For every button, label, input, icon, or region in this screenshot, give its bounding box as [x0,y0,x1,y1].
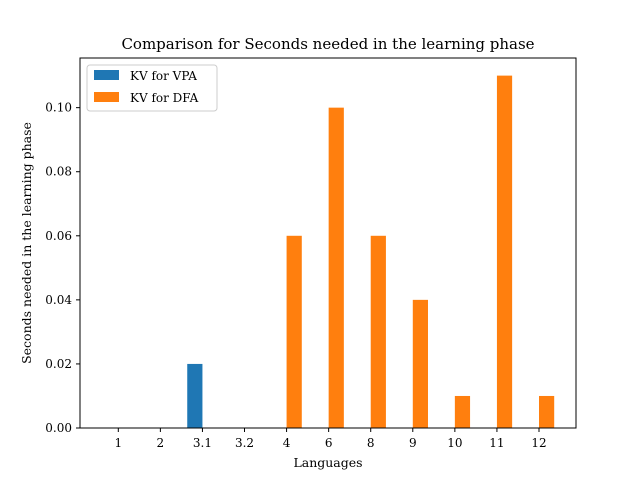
x-tick-label: 11 [489,436,504,450]
x-tick-label: 12 [531,436,546,450]
bar-kv-for-dfa-8 [370,235,386,428]
x-tick-label: 9 [409,436,417,450]
x-axis-ticks: 1 2 3.1 3.2 4 6 8 9 10 11 12 [114,428,547,450]
y-tick-label: 0.00 [45,421,72,435]
plot-frame [79,57,577,429]
x-tick-label: 3.1 [193,436,212,450]
y-axis-ticks: 0.00 0.02 0.04 0.06 0.08 0.10 [45,101,80,435]
legend-label-kv-for-dfa: KV for DFA [130,91,199,105]
x-tick-label: 8 [367,436,375,450]
legend: KV for VPA KV for DFA [86,64,218,112]
legend-label-kv-for-vpa: KV for VPA [130,69,197,83]
legend-box [86,64,218,112]
x-tick-label: 6 [325,436,333,450]
bar-kv-for-vpa-3-1 [187,363,203,428]
y-tick-label: 0.10 [45,101,72,115]
bar-kv-for-dfa-6 [328,107,344,429]
y-tick-label: 0.04 [45,293,72,307]
bar-kv-for-dfa-12 [539,395,555,428]
bar-kv-for-dfa-9 [412,299,428,428]
chart-title: Comparison for Seconds needed in the lea… [121,35,534,53]
bar-kv-for-dfa-4 [286,235,302,428]
bar-kv-for-dfa-10 [454,395,471,428]
x-tick-label: 4 [283,436,291,450]
bar-kv-for-dfa-11 [496,75,513,429]
x-tick-label: 10 [447,436,462,450]
y-tick-label: 0.02 [45,357,72,371]
x-axis-label: Languages [293,455,362,470]
bars-group [187,75,555,429]
x-tick-label: 1 [114,436,122,450]
x-tick-label: 2 [157,436,165,450]
y-axis-label: Seconds needed in the learning phase [19,122,34,364]
y-tick-label: 0.08 [45,165,72,179]
legend-swatch-kv-for-dfa [94,92,119,102]
x-tick-label: 3.2 [235,436,254,450]
legend-swatch-kv-for-vpa [94,70,119,80]
y-tick-label: 0.06 [45,229,72,243]
